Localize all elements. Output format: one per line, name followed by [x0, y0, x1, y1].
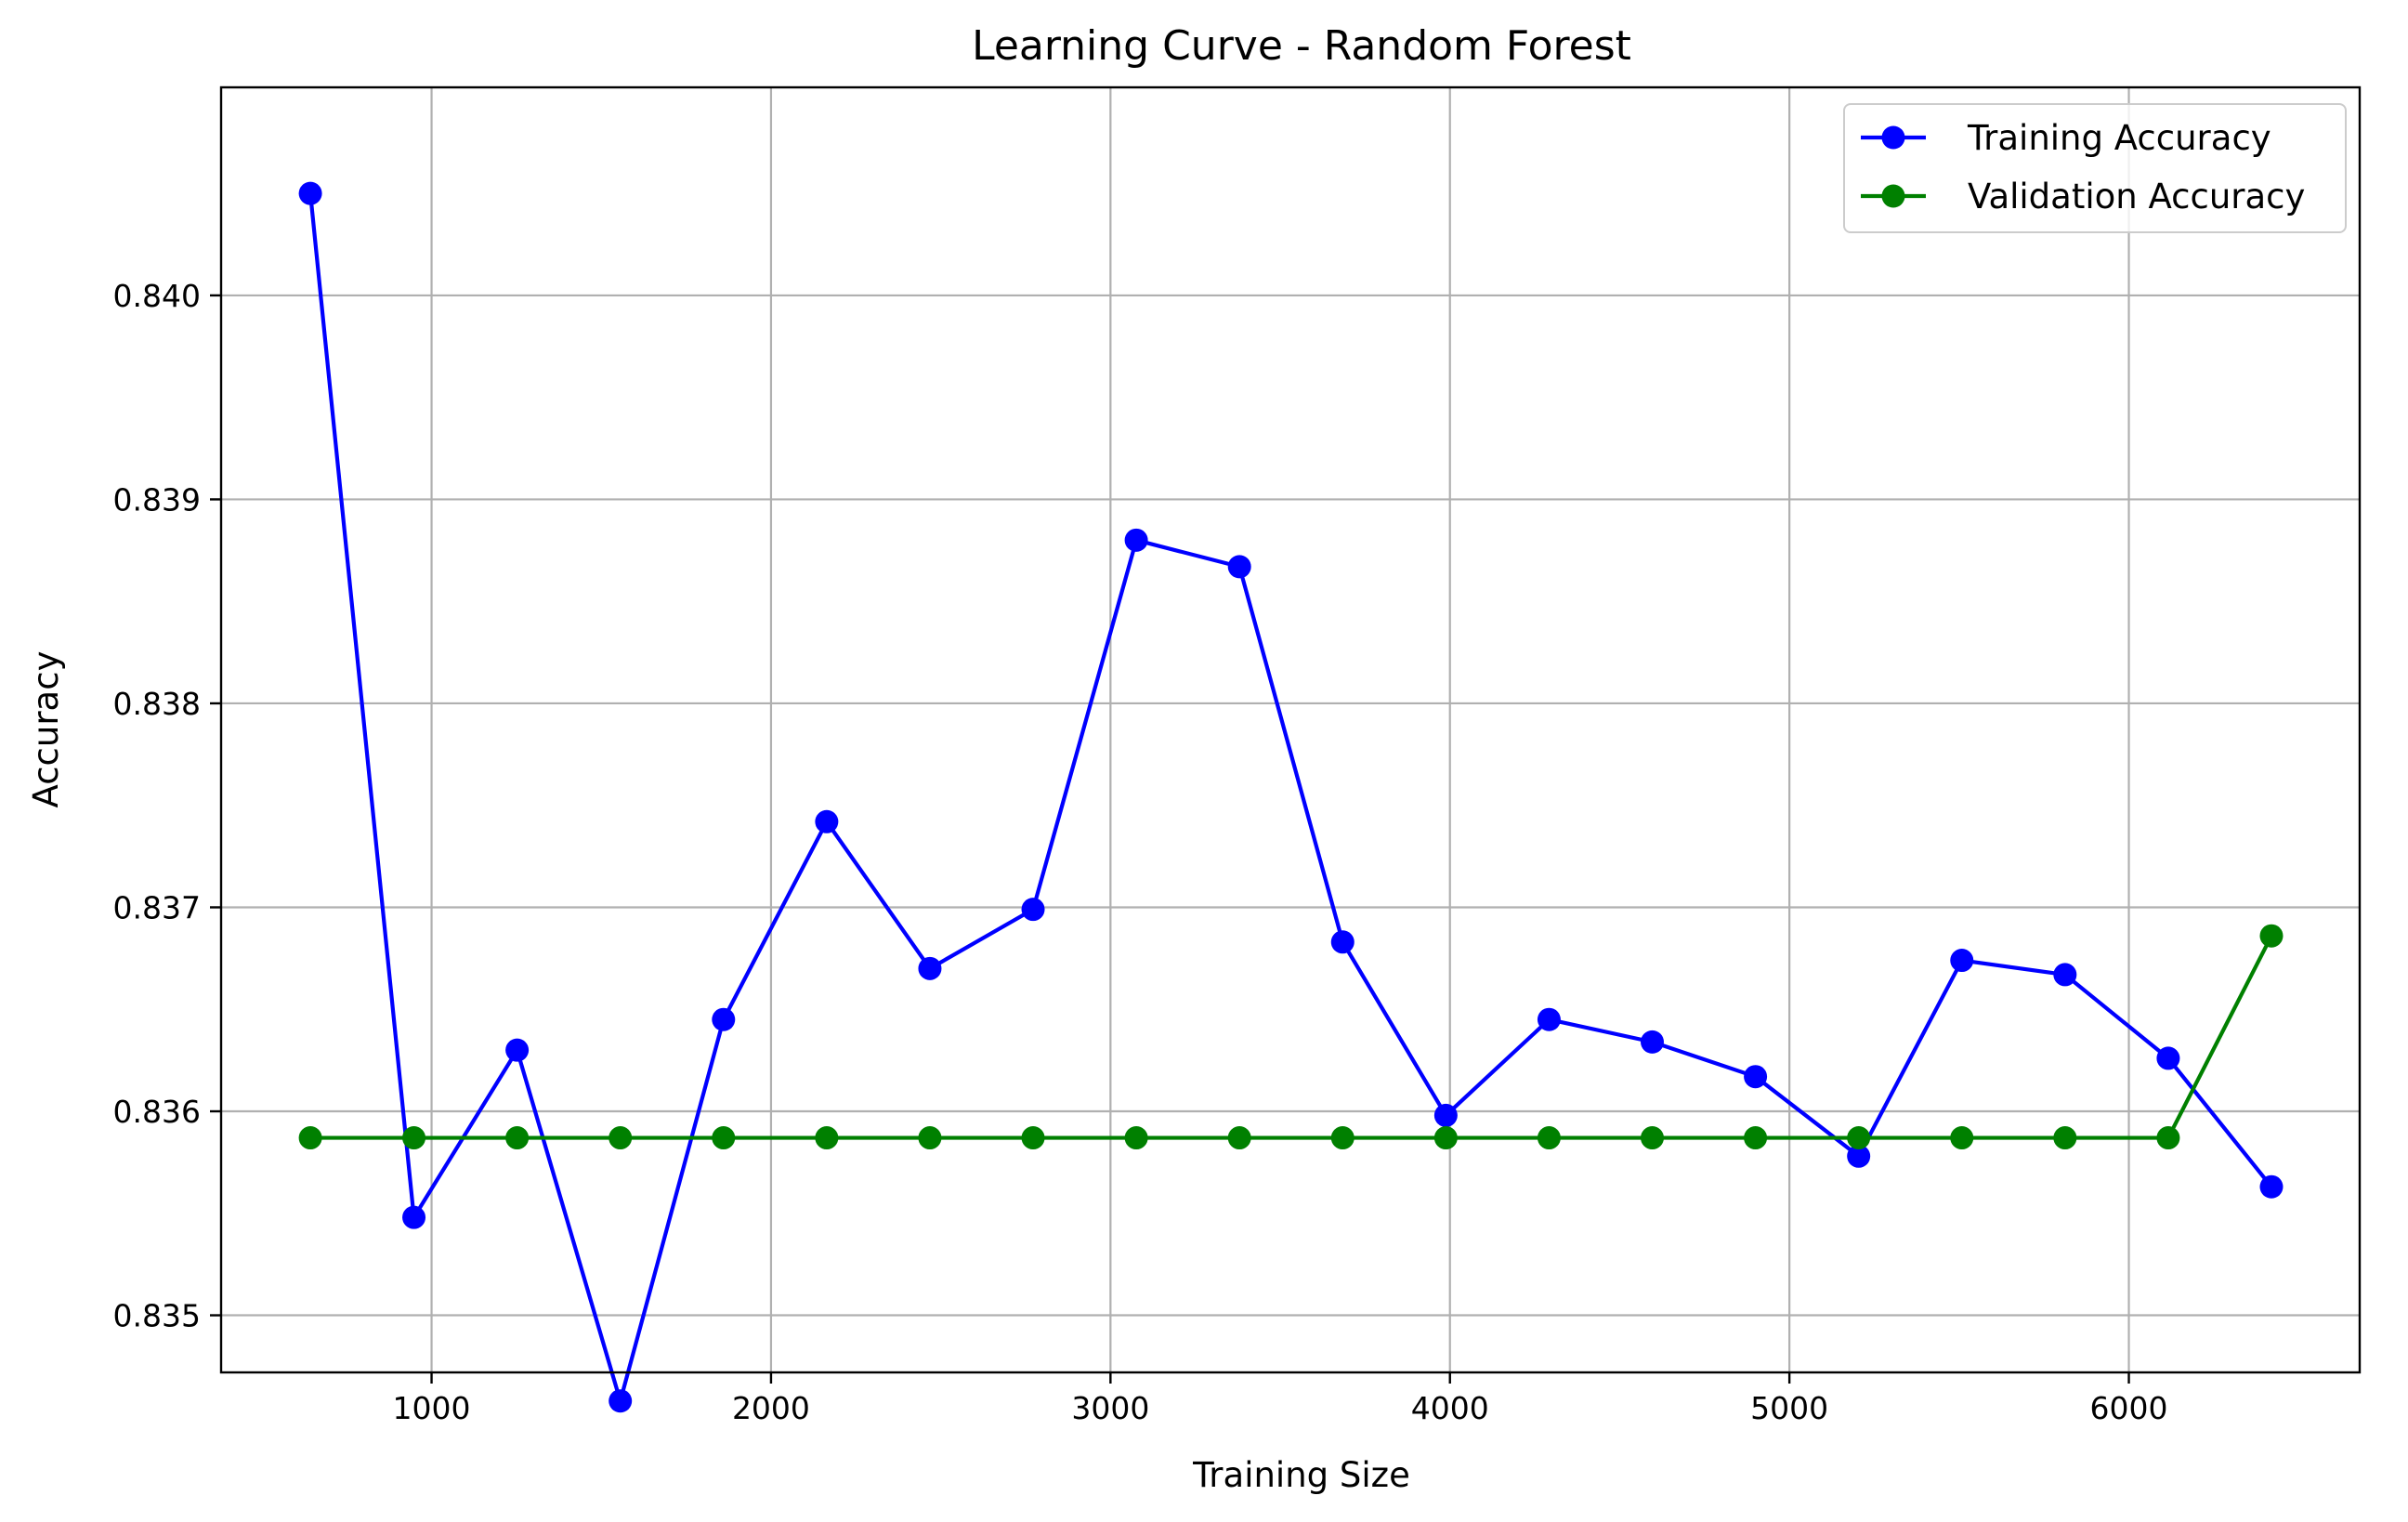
y-tick-label: 0.837 [113, 889, 201, 925]
legend-label: Validation Accuracy [1968, 177, 2305, 216]
y-tick-label: 0.838 [113, 686, 201, 722]
chart-title: Learning Curve - Random Forest [972, 22, 1631, 70]
validation-accuracy-point [815, 1126, 839, 1150]
legend-item: Training Accuracy [1861, 118, 2271, 158]
legend-frame [1843, 103, 2347, 233]
validation-accuracy-point [2259, 924, 2284, 948]
training-accuracy-point [1330, 930, 1354, 954]
training-accuracy-point [2156, 1046, 2180, 1070]
validation-accuracy-point [1227, 1126, 1251, 1150]
legend-label: Training Accuracy [1967, 118, 2271, 158]
training-accuracy-line [308, 192, 2273, 1403]
validation-accuracy-point [1433, 1126, 1458, 1150]
y-tick-label: 0.836 [113, 1094, 201, 1130]
validation-accuracy-point [2053, 1126, 2077, 1150]
validation-accuracy-point [402, 1126, 426, 1150]
validation-accuracy-point [2156, 1126, 2180, 1150]
legend-swatch-marker [1881, 125, 1905, 150]
x-axis-label: Training Size [1192, 1455, 1410, 1495]
plot-frame [219, 85, 2362, 1374]
x-tick-label: 1000 [393, 1390, 471, 1426]
validation-accuracy-point [1330, 1126, 1354, 1150]
training-accuracy-point [1537, 1007, 1561, 1031]
training-accuracy-point [918, 956, 942, 980]
training-accuracy-point [505, 1038, 530, 1062]
training-accuracy-point [1641, 1030, 1665, 1054]
x-tick-label: 4000 [1411, 1390, 1489, 1426]
validation-accuracy-point [1124, 1126, 1148, 1150]
validation-accuracy-point [609, 1126, 633, 1150]
x-tick-label: 6000 [2090, 1390, 2168, 1426]
y-axis-label: Accuracy [26, 651, 66, 808]
training-accuracy-point [1950, 949, 1974, 973]
validation-accuracy-point [1641, 1126, 1665, 1150]
y-tick-label: 0.840 [113, 278, 201, 314]
training-accuracy-point [2053, 963, 2077, 987]
training-accuracy-point [1021, 898, 1045, 922]
validation-accuracy-point [1021, 1126, 1045, 1150]
validation-accuracy-point [918, 1126, 942, 1150]
grid [221, 87, 2360, 1372]
validation-accuracy-point [1744, 1126, 1768, 1150]
x-tick-label: 2000 [732, 1390, 810, 1426]
x-tick-label: 5000 [1750, 1390, 1828, 1426]
training-accuracy-point [1847, 1144, 1871, 1168]
training-accuracy-point [712, 1007, 736, 1031]
training-accuracy-point [1744, 1065, 1768, 1089]
x-tick-label: 3000 [1071, 1390, 1149, 1426]
validation-accuracy-point [505, 1126, 530, 1150]
validation-accuracy-point [1537, 1126, 1561, 1150]
y-tick-label: 0.835 [113, 1298, 201, 1334]
training-accuracy-point [609, 1389, 633, 1413]
legend: Training Accuracy Validation Accuracy [1843, 103, 2347, 233]
training-accuracy-point [2259, 1174, 2284, 1199]
training-accuracy-series [298, 181, 2284, 1413]
training-accuracy-point [1433, 1103, 1458, 1127]
training-accuracy-point [815, 809, 839, 833]
y-axis: 0.835 0.836 0.837 0.838 0.839 0.840 [113, 278, 221, 1334]
validation-accuracy-point [1847, 1126, 1871, 1150]
training-accuracy-point [1227, 555, 1251, 579]
validation-accuracy-point [712, 1126, 736, 1150]
training-accuracy-point [298, 181, 322, 205]
validation-accuracy-point [298, 1126, 322, 1150]
validation-accuracy-series [298, 924, 2284, 1150]
training-accuracy-point [1124, 528, 1148, 552]
series-layer [298, 181, 2284, 1413]
x-axis: 1000 2000 3000 4000 5000 6000 [393, 1372, 2168, 1426]
validation-accuracy-line [310, 935, 2273, 1140]
validation-accuracy-point [1950, 1126, 1974, 1150]
legend-item: Validation Accuracy [1861, 177, 2305, 216]
training-accuracy-point [402, 1205, 426, 1229]
y-tick-label: 0.839 [113, 481, 201, 518]
legend-swatch-marker [1881, 184, 1905, 208]
